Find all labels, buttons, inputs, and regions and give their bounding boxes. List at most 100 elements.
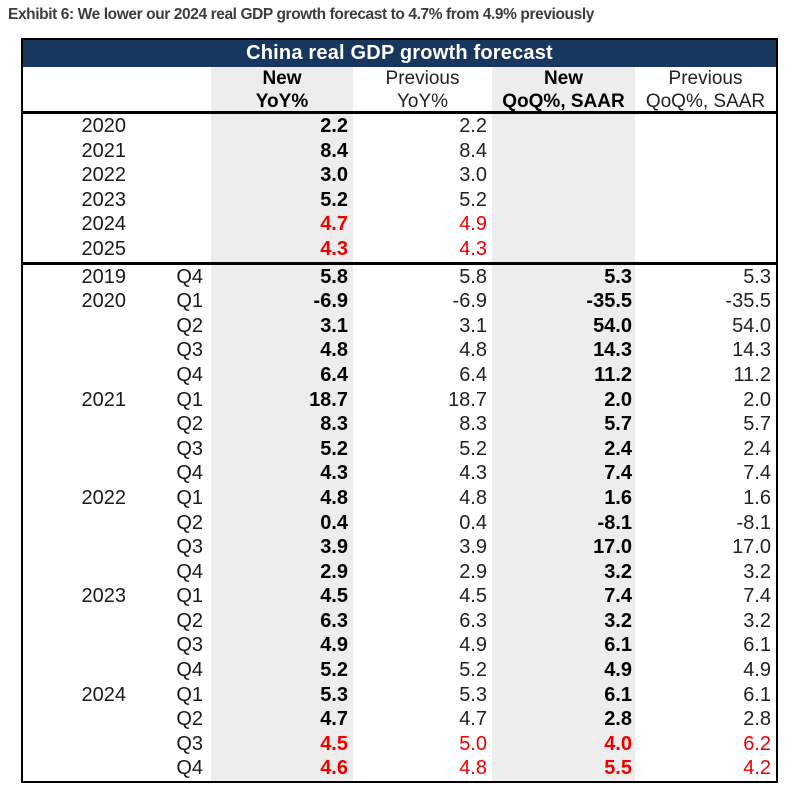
prev-yoy-cell: -6.9: [452, 290, 487, 313]
year-cell: [23, 461, 151, 486]
quarter-cell: Q2: [176, 413, 203, 436]
new-yoy-cell: 0.4: [211, 510, 353, 536]
prev-yoy-cell: 4.3: [459, 462, 487, 485]
new-yoy-cell: 8.3: [211, 412, 353, 437]
new-yoy-cell: 2.2: [211, 114, 353, 139]
year-cell: [23, 633, 151, 658]
new-yoy-cell: 4.3: [211, 461, 353, 486]
new-yoy-cell: 6.4: [211, 362, 353, 388]
year-cell: 2024: [81, 213, 127, 236]
column-header-label: Previous: [668, 68, 743, 89]
column-header-new-yoy: New YoY%: [211, 67, 353, 112]
prev-yoy-cell: 8.3: [459, 413, 487, 436]
quarter-cell: Q3: [176, 339, 203, 362]
prev-qoq-cell: 14.3: [732, 339, 771, 362]
prev-qoq-cell: [635, 163, 776, 188]
quarter-cell: Q1: [176, 388, 203, 411]
new-yoy-cell: 4.7: [211, 707, 353, 732]
new-qoq-cell: 2.0: [492, 387, 635, 413]
gdp-forecast-table: China real GDP growth forecast New YoY% …: [21, 38, 778, 784]
new-yoy-cell: 5.2: [211, 658, 353, 683]
new-yoy-cell: 4.8: [211, 338, 353, 363]
year-cell: 2023: [81, 585, 127, 608]
table-row: 2023 5.2 5.2: [23, 187, 776, 213]
year-cell: [23, 511, 151, 536]
table-row: 2024 4.7 4.9: [23, 212, 776, 237]
year-cell: [23, 338, 151, 363]
new-qoq-cell: 5.5: [492, 756, 635, 782]
exhibit-title: Exhibit 6: We lower our 2024 real GDP gr…: [8, 6, 594, 23]
year-cell: [23, 658, 151, 683]
table-row: 2022 Q1 4.8 4.8 1.6 1.6: [23, 485, 776, 511]
year-cell: [23, 412, 151, 437]
prev-qoq-cell: 6.1: [743, 683, 771, 706]
prev-qoq-cell: 7.4: [743, 585, 771, 608]
prev-qoq-cell: 5.3: [743, 265, 771, 288]
quarter-cell: [151, 114, 211, 139]
prev-qoq-cell: 2.0: [743, 388, 771, 411]
quarter-cell: Q2: [176, 511, 203, 534]
prev-qoq-cell: [635, 237, 776, 262]
year-cell: 2022: [81, 486, 127, 509]
quarter-cell: [151, 237, 211, 262]
prev-qoq-cell: [635, 114, 776, 139]
new-yoy-cell: 2.9: [211, 559, 353, 585]
new-qoq-cell: 6.1: [492, 682, 635, 708]
table-row: Q3 4.9 4.9 6.1 6.1: [23, 633, 776, 659]
quarter-cell: Q2: [176, 314, 203, 337]
year-cell: 2019: [81, 265, 127, 288]
prev-qoq-cell: 11.2: [733, 363, 771, 386]
quarter-cell: Q4: [176, 560, 203, 583]
column-header-label: YoY%: [255, 90, 309, 112]
quarter-cell: Q4: [176, 757, 203, 780]
annual-section: 2020 2.2 2.2 2021 8.4 8.4 2022 3.0 3.0 2023 5.2 5.2…: [23, 114, 776, 265]
column-header-label: QoQ%, SAAR: [502, 90, 625, 112]
column-header-label: YoY%: [396, 90, 449, 112]
prev-qoq-cell: 4.2: [743, 757, 771, 780]
new-yoy-cell: 4.5: [211, 731, 353, 757]
new-yoy-cell: -6.9: [211, 289, 353, 314]
quarter-cell: [151, 188, 211, 213]
prev-qoq-cell: -35.5: [725, 290, 771, 313]
table-row: 2024 Q1 5.3 5.3 6.1 6.1: [23, 682, 776, 708]
prev-qoq-cell: 1.6: [743, 486, 771, 509]
new-qoq-cell: 3.2: [492, 559, 635, 585]
new-qoq-cell: [492, 163, 635, 188]
prev-qoq-cell: 2.8: [743, 708, 771, 731]
quarter-cell: Q2: [176, 609, 203, 632]
prev-yoy-cell: 8.4: [459, 139, 487, 162]
table-header-row: New YoY% Previous YoY% New QoQ%, SAAR Pr…: [23, 67, 776, 114]
new-qoq-cell: [492, 187, 635, 213]
column-header-year-spacer: [23, 67, 151, 111]
prev-yoy-cell: 4.3: [459, 237, 487, 260]
prev-yoy-cell: 5.0: [459, 732, 487, 755]
prev-qoq-cell: 3.2: [743, 560, 771, 583]
prev-qoq-cell: [635, 212, 776, 237]
prev-qoq-cell: 5.7: [743, 413, 771, 436]
prev-yoy-cell: 2.2: [459, 115, 487, 137]
table-row: 2025 4.3 4.3: [23, 236, 776, 262]
new-qoq-cell: 14.3: [492, 338, 635, 363]
prev-yoy-cell: 5.2: [459, 437, 487, 460]
prev-qoq-cell: 54.0: [732, 314, 771, 337]
quarter-cell: Q4: [176, 462, 203, 485]
prev-qoq-cell: 4.9: [743, 659, 771, 682]
prev-yoy-cell: 3.1: [459, 314, 487, 337]
prev-yoy-cell: 5.8: [459, 265, 487, 288]
new-yoy-cell: 18.7: [211, 387, 353, 413]
prev-yoy-cell: 3.0: [459, 164, 487, 187]
prev-yoy-cell: 18.7: [448, 388, 487, 411]
prev-qoq-cell: 6.1: [743, 634, 771, 657]
new-yoy-cell: 3.9: [211, 535, 353, 560]
new-qoq-cell: [492, 138, 635, 164]
quarter-cell: Q1: [176, 290, 203, 313]
new-yoy-cell: 3.0: [211, 163, 353, 188]
year-cell: [23, 609, 151, 634]
year-cell: [23, 732, 151, 757]
year-cell: [23, 535, 151, 560]
new-qoq-cell: 7.4: [492, 461, 635, 486]
table-row: Q4 2.9 2.9 3.2 3.2: [23, 559, 776, 585]
year-cell: 2020: [81, 290, 127, 313]
new-qoq-cell: -8.1: [492, 510, 635, 536]
new-qoq-cell: 5.7: [492, 412, 635, 437]
